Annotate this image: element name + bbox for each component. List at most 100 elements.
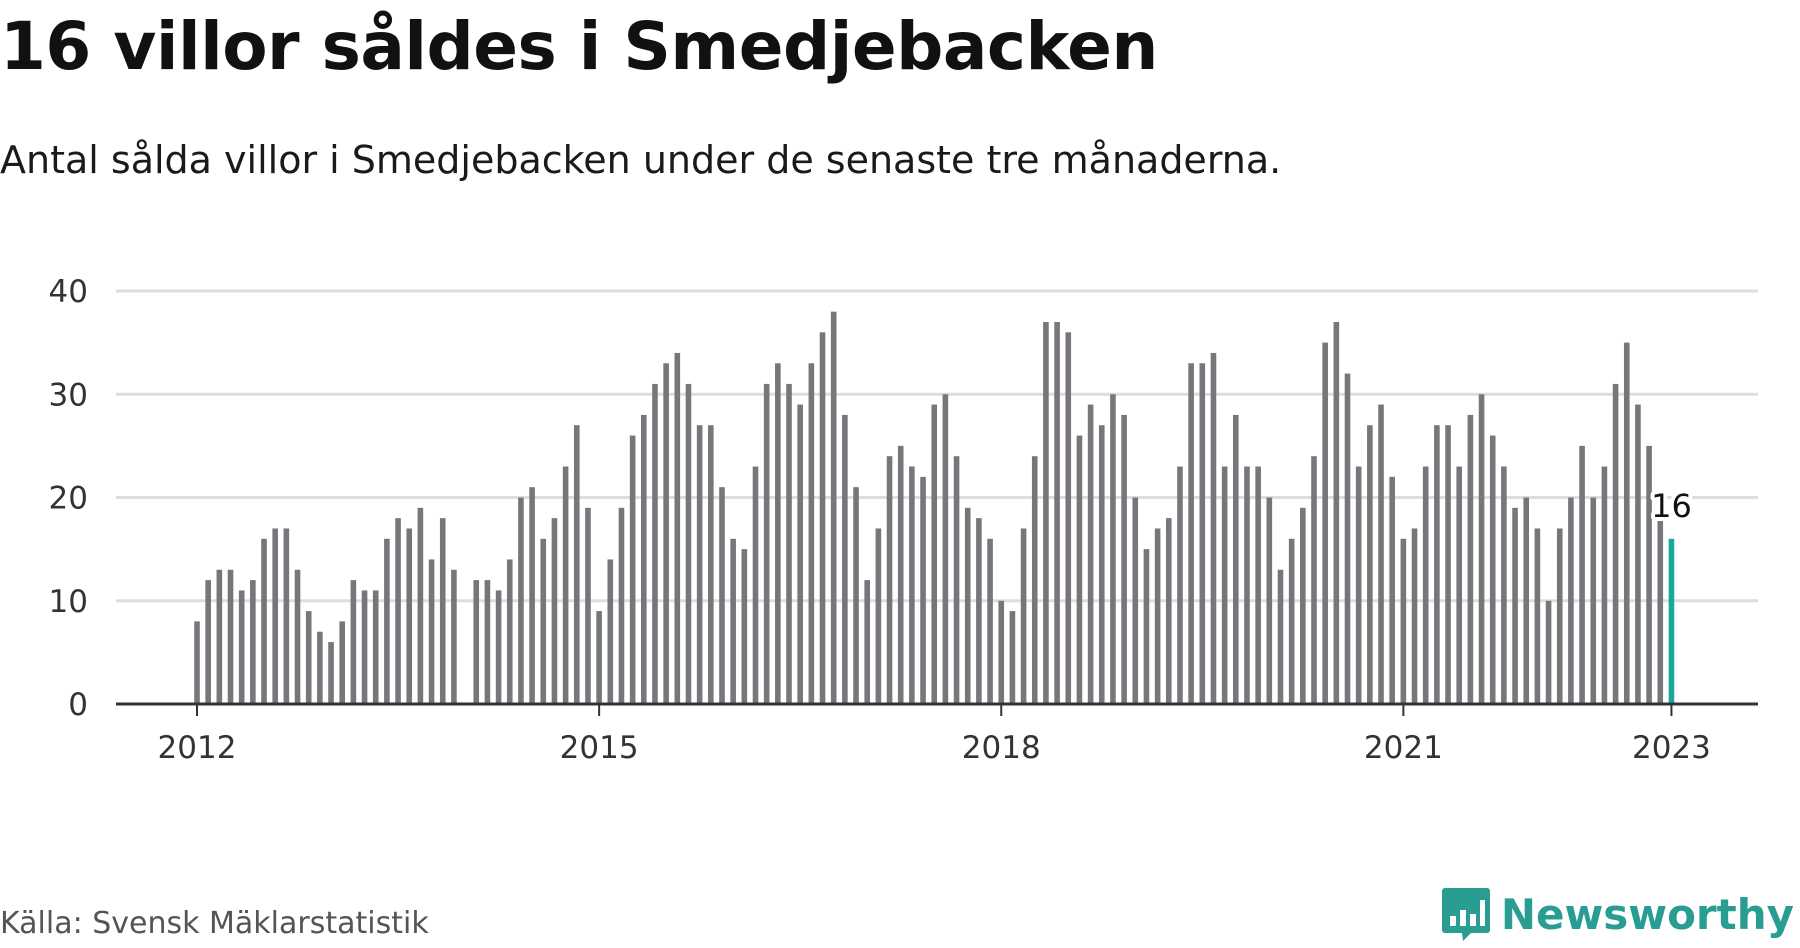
bar (1322, 342, 1328, 704)
bar (305, 611, 312, 704)
bar (350, 580, 357, 704)
bar (1534, 528, 1541, 704)
bar (1623, 342, 1630, 704)
x-tick-label: 2018 (962, 730, 1041, 766)
bar (1087, 404, 1094, 704)
bar (272, 528, 278, 704)
bar (797, 404, 803, 704)
bar (1020, 528, 1027, 704)
x-axis: 2012 2015 2018 2021 2023 (116, 702, 1758, 766)
bar (1657, 518, 1664, 704)
bar (250, 580, 256, 704)
bar (484, 580, 491, 704)
bar (1411, 528, 1418, 704)
bar (1031, 456, 1038, 704)
bar (596, 611, 602, 704)
bar (987, 538, 993, 704)
bar (1121, 414, 1127, 704)
bar (875, 528, 882, 704)
bar (1210, 352, 1217, 704)
chart-subtitle: Antal sålda villor i Smedjebacken under … (0, 138, 1282, 182)
bar (976, 518, 982, 704)
bar (1400, 538, 1407, 704)
bar (562, 466, 569, 704)
chart-title: 16 villor såldes i Smedjebacken (0, 8, 1158, 85)
y-tick-label: 30 (49, 377, 88, 413)
bar (775, 363, 781, 704)
bar (573, 425, 580, 704)
bar (696, 425, 703, 704)
bar (1054, 321, 1060, 704)
bar (1255, 466, 1261, 704)
bar (1076, 435, 1083, 704)
bar (1646, 445, 1652, 704)
bar (1221, 466, 1228, 704)
bar (1043, 321, 1049, 704)
bar (1233, 414, 1239, 704)
bar (808, 363, 815, 704)
bar (629, 435, 636, 704)
bar (428, 559, 435, 704)
bar (194, 621, 200, 704)
bar (1311, 456, 1317, 704)
bar (897, 445, 904, 704)
bar (607, 559, 614, 704)
bar (1367, 425, 1373, 704)
bar-chart-speech-bubble-icon (1441, 888, 1490, 941)
bar (1110, 394, 1116, 704)
brand-logo[interactable]: Newsworthy (1441, 886, 1794, 942)
x-tick-label: 2015 (560, 730, 639, 766)
bar (953, 456, 960, 704)
bar (1467, 414, 1474, 704)
bar (819, 332, 826, 704)
bar (540, 538, 547, 704)
bar (529, 487, 535, 704)
bar (1378, 404, 1384, 704)
bar (1344, 373, 1351, 704)
bar (1445, 425, 1451, 704)
bar (328, 642, 334, 704)
bar (451, 569, 457, 704)
bar (1154, 528, 1161, 704)
bar (1132, 497, 1139, 704)
bar (1188, 363, 1194, 704)
bar (1512, 507, 1518, 704)
bar (1098, 425, 1105, 704)
bar (439, 518, 446, 704)
bar (618, 507, 625, 704)
bars (194, 311, 1675, 704)
bar (585, 507, 591, 704)
bar (1590, 497, 1597, 704)
data-labels: 16 (1647, 483, 1696, 529)
bar (1266, 497, 1273, 704)
bar (641, 414, 647, 704)
bar (372, 590, 379, 704)
bar (216, 569, 223, 704)
bar (1434, 425, 1440, 704)
bar-highlighted (1668, 538, 1675, 704)
bar (406, 528, 413, 704)
x-tick-label: 2023 (1632, 730, 1711, 766)
y-tick-label: 40 (49, 274, 88, 310)
x-tick-label: 2021 (1364, 730, 1443, 766)
bar (708, 425, 714, 704)
bar-chart: 0 10 20 30 40 2012 2015 2018 2021 2023 16 (49, 274, 1758, 766)
bar (1355, 466, 1362, 704)
bar (551, 518, 558, 704)
bar (495, 590, 502, 704)
bar (663, 363, 669, 704)
bar (395, 518, 401, 704)
bar (261, 538, 267, 704)
bar (853, 487, 859, 704)
y-tick-label: 0 (68, 687, 88, 723)
bar (1244, 466, 1250, 704)
bar (864, 580, 870, 704)
bar (1300, 507, 1306, 704)
bar (283, 528, 290, 704)
bar (652, 383, 658, 704)
bar (909, 466, 915, 704)
bar (1143, 549, 1150, 704)
bar (942, 394, 949, 704)
bar (1523, 497, 1530, 704)
bar (506, 559, 513, 704)
